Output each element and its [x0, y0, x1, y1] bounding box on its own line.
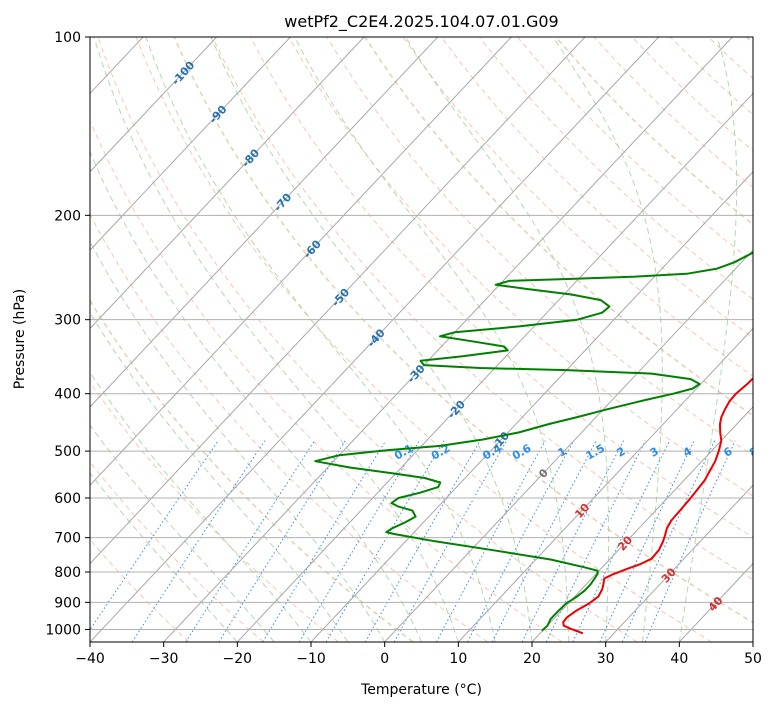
x-tick-label: 40	[670, 651, 688, 667]
mixing-ratio-label: 8	[747, 445, 760, 460]
mixing-ratio-line	[90, 440, 219, 631]
moist-adiabat	[678, 37, 738, 642]
mixing-ratio-line	[644, 440, 736, 642]
mixing-ratio-label: 10	[770, 443, 775, 462]
moist-adiabat	[90, 424, 275, 642]
x-tick-label: 50	[744, 651, 762, 667]
dry-adiabat	[90, 119, 563, 642]
chart-title: wetPf2_C2E4.2025.104.07.01.G09	[284, 12, 558, 32]
mixing-ratio-line	[435, 440, 546, 642]
isotherm-line	[90, 37, 586, 565]
moist-adiabat	[90, 311, 349, 642]
plot-frame	[89, 36, 754, 643]
y-axis-label: Pressure (hPa)	[12, 289, 28, 389]
y-tick-label: 500	[54, 444, 81, 460]
mixing-ratio-line	[218, 440, 346, 642]
dry-adiabat	[364, 37, 753, 417]
x-tick-label: −30	[149, 651, 179, 667]
isotherm-line	[90, 37, 218, 173]
x-axis-label: Temperature (°C)	[360, 682, 482, 698]
isotherm-line	[90, 37, 660, 642]
mixing-ratio-line	[393, 440, 508, 642]
moist-adiabat	[552, 37, 663, 642]
isotherm-line	[384, 249, 753, 642]
y-tick-label: 400	[54, 387, 81, 403]
isotherm-line	[236, 92, 753, 642]
x-tick-label: −40	[75, 651, 105, 667]
temperature-profile-line	[562, 376, 753, 635]
isotherm-line	[90, 37, 512, 486]
y-tick-label: 600	[54, 491, 81, 507]
isotherm-line	[90, 37, 291, 251]
y-axis-ticks: 100 200 300 400 500 600 700 800 900 1000	[45, 30, 90, 638]
y-tick-label: 900	[54, 595, 81, 611]
isotherm-line	[605, 484, 753, 642]
mixing-ratio-line	[325, 440, 445, 642]
dry-adiabat	[479, 37, 753, 300]
x-tick-label: −20	[223, 651, 253, 667]
moist-adiabat	[93, 37, 459, 642]
isotherm-line	[90, 37, 439, 408]
isotherm-line	[531, 406, 753, 642]
y-tick-label: 200	[54, 208, 81, 224]
isotherm-line	[752, 641, 753, 642]
isotherm-line	[90, 37, 365, 330]
y-tick-label: 1000	[45, 622, 81, 638]
isotherm-line	[163, 37, 733, 642]
x-tick-label: −10	[296, 651, 326, 667]
x-tick-label: 20	[523, 651, 541, 667]
mixing-ratio-line	[621, 440, 716, 642]
moist-adiabat	[145, 37, 496, 642]
x-tick-label: 30	[597, 651, 615, 667]
dewpoint-profile-line	[314, 251, 753, 632]
x-axis-ticks: −40 −30 −20 −10 0 10 20 30 40 50	[75, 642, 762, 667]
moist-adiabat	[294, 37, 570, 642]
isotherm-line	[310, 171, 753, 642]
mixing-ratio-line	[545, 440, 646, 642]
dry-adiabat	[173, 37, 753, 624]
isotherm-line	[457, 327, 753, 642]
mixing-ratio-line	[364, 440, 481, 642]
mixing-ratio-line	[298, 440, 420, 642]
mixing-ratio-line	[185, 440, 316, 642]
moist-adiabat	[90, 240, 386, 642]
mixing-ratio-line	[521, 440, 624, 642]
y-tick-label: 300	[54, 313, 81, 329]
dry-adiabat	[90, 461, 264, 642]
background-lines	[0, 37, 753, 642]
x-tick-label: 0	[380, 651, 389, 667]
mixing-ratio-line	[262, 440, 387, 642]
mixing-ratio-line	[131, 440, 266, 642]
moist-adiabat	[404, 37, 610, 642]
x-tick-label: 10	[449, 651, 467, 667]
y-tick-label: 700	[54, 531, 81, 547]
profile-lines	[314, 251, 753, 635]
dry-adiabat	[211, 37, 753, 581]
dry-adiabat	[90, 213, 488, 642]
y-tick-label: 800	[54, 565, 81, 581]
dry-adiabat	[135, 37, 712, 642]
isotherm-line	[0, 37, 69, 642]
y-tick-label: 100	[54, 30, 81, 46]
plot-background	[90, 37, 753, 642]
moist-adiabat	[90, 150, 422, 642]
moist-adiabat	[210, 37, 533, 642]
